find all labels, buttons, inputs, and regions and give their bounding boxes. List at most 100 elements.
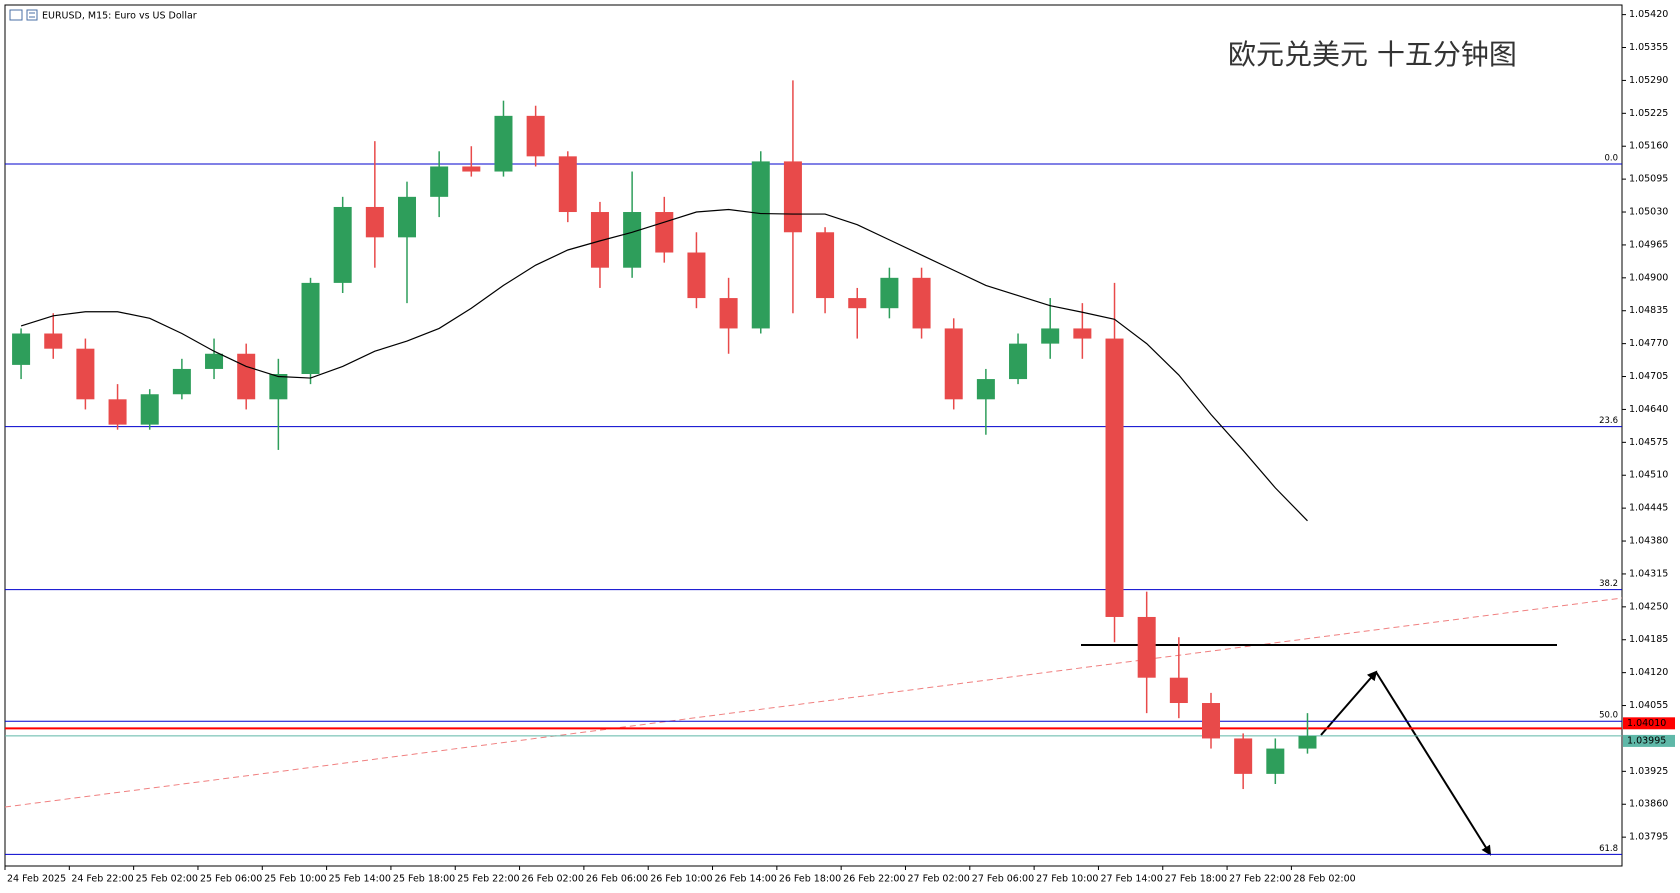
x-tick-label: 25 Feb 14:00 (329, 874, 391, 885)
candle-body (1105, 338, 1124, 617)
candle-body (430, 166, 449, 197)
candle-body (494, 115, 513, 172)
y-tick-label: 1.04120 (1629, 667, 1668, 678)
trend-line (4, 597, 1623, 808)
x-tick-label: 27 Feb 18:00 (1165, 874, 1227, 885)
y-tick-label: 1.04835 (1629, 305, 1668, 316)
x-tick-label: 26 Feb 22:00 (843, 874, 905, 885)
x-tick-label: 24 Feb 2025 (7, 874, 66, 885)
y-tick-label: 1.05030 (1629, 207, 1668, 218)
candle-body (1201, 703, 1221, 739)
candle-body (655, 212, 674, 253)
candle-body (333, 206, 352, 283)
candle-body (1234, 738, 1253, 774)
candle-body (912, 277, 931, 329)
candle-body (237, 353, 256, 400)
symbol-header: EURUSD, M15: Euro vs US Dollar (42, 11, 197, 22)
y-tick-label: 1.04900 (1629, 272, 1668, 283)
candle-body (976, 379, 995, 400)
y-tick-label: 1.04770 (1629, 338, 1668, 349)
x-tick-label: 25 Feb 06:00 (200, 874, 262, 885)
candle-body (590, 212, 609, 268)
candle-body (1266, 748, 1285, 774)
candle-body (719, 298, 738, 329)
candle-body (880, 277, 899, 309)
y-tick-label: 1.04250 (1629, 601, 1668, 612)
candle-body (687, 252, 706, 299)
candle-body (558, 156, 577, 213)
candle-body (751, 161, 770, 329)
fib-label: 0.0 (1604, 153, 1618, 163)
y-tick-label: 1.05160 (1629, 141, 1668, 152)
x-tick-label: 24 Feb 22:00 (71, 874, 133, 885)
x-tick-label: 26 Feb 18:00 (779, 874, 841, 885)
x-tick-label: 25 Feb 22:00 (457, 874, 519, 885)
candle-body (269, 374, 288, 400)
plot: 0.0 23.6 38.2 50.0 61.8 1.05420 1.05355 1.05290… (4, 9, 1675, 885)
y-tick-label: 1.05420 (1629, 9, 1668, 20)
price-box (1623, 717, 1675, 730)
x-tick-label: 27 Feb 14:00 (1100, 874, 1162, 885)
candle-body (172, 368, 191, 395)
y-tick-label: 1.04965 (1629, 239, 1668, 250)
candle-body (365, 206, 384, 238)
y-tick-label: 1.04185 (1629, 634, 1668, 645)
candle-body (108, 399, 127, 425)
candle-body (1073, 328, 1092, 339)
y-tick-label: 1.04705 (1629, 371, 1668, 382)
arrow-up (1320, 670, 1378, 736)
y-tick-label: 1.03860 (1629, 799, 1668, 810)
plot-frame (4, 4, 1623, 867)
candle-body (301, 282, 320, 374)
candle-body (848, 298, 867, 309)
candle-body (1137, 616, 1156, 678)
header-icons (9, 9, 38, 21)
candle-body (526, 115, 545, 157)
x-tick-label: 27 Feb 02:00 (907, 874, 969, 885)
candle-body (1041, 328, 1060, 344)
candle-body (462, 166, 481, 172)
candle-body (1169, 677, 1188, 704)
y-tick-label: 1.05290 (1629, 75, 1668, 86)
candle-body (816, 232, 835, 299)
y-tick-label: 1.03925 (1629, 766, 1668, 777)
y-tick-label: 1.03795 (1629, 832, 1668, 843)
chart-title: 欧元兑美元 十五分钟图 (1228, 38, 1517, 71)
y-tick-label: 1.04055 (1629, 700, 1668, 711)
x-tick-label: 27 Feb 06:00 (972, 874, 1034, 885)
y-tick-label: 1.04315 (1629, 568, 1668, 579)
fib-label: 61.8 (1599, 844, 1618, 854)
fib-label: 50.0 (1599, 711, 1618, 721)
y-tick-label: 1.04640 (1629, 404, 1668, 415)
x-tick-label: 26 Feb 14:00 (715, 874, 777, 885)
y-tick-label: 1.04445 (1629, 503, 1668, 514)
candle-body (944, 328, 963, 400)
x-tick-label: 25 Feb 02:00 (136, 874, 198, 885)
candle-body (140, 394, 159, 425)
x-tick-label: 26 Feb 06:00 (586, 874, 648, 885)
candle-body (1009, 343, 1028, 380)
x-tick-label: 26 Feb 02:00 (522, 874, 584, 885)
x-tick-label: 27 Feb 10:00 (1036, 874, 1098, 885)
x-tick-label: 25 Feb 18:00 (393, 874, 455, 885)
candle-body (623, 212, 642, 268)
y-tick-label: 1.04380 (1629, 536, 1668, 547)
candle-body (397, 196, 417, 238)
candle-body (1298, 735, 1317, 749)
x-tick-label: 27 Feb 22:00 (1229, 874, 1291, 885)
price-box-label: 1.04010 (1627, 718, 1666, 729)
fib-label: 23.6 (1599, 416, 1618, 426)
y-tick-label: 1.05225 (1629, 108, 1668, 119)
candle-body (12, 333, 31, 365)
x-tick-label: 28 Feb 02:00 (1293, 874, 1355, 885)
y-tick-label: 1.05095 (1629, 174, 1668, 185)
y-tick-label: 1.04510 (1629, 470, 1668, 481)
y-tick-label: 1.05355 (1629, 42, 1668, 53)
fib-label: 38.2 (1599, 579, 1618, 589)
price-box (1623, 734, 1675, 747)
candle-body (783, 161, 802, 233)
price-box-label: 1.03995 (1627, 735, 1666, 746)
y-tick-label: 1.04575 (1629, 437, 1668, 448)
